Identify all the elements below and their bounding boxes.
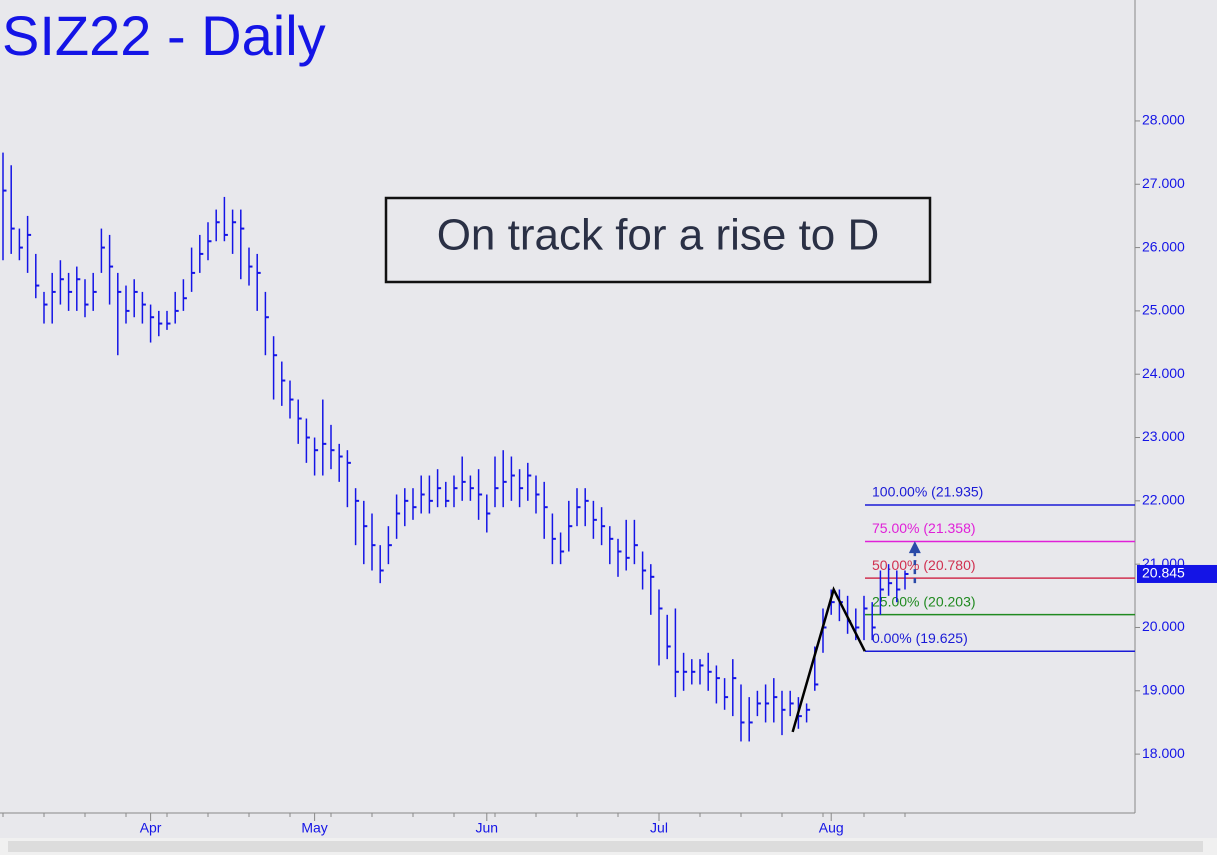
- fib-label: 75.00% (21.358): [872, 520, 976, 536]
- fib-label: 0.00% (19.625): [872, 630, 968, 646]
- annotation: On track for a rise to D: [437, 211, 880, 260]
- y-tick-label: 24.000: [1142, 365, 1185, 381]
- x-tick-label: Jun: [476, 820, 499, 836]
- fib-label: 100.00% (21.935): [872, 484, 983, 500]
- x-tick-label: Jul: [650, 820, 668, 836]
- y-tick-label: 20.000: [1142, 618, 1185, 634]
- y-tick-label: 22.000: [1142, 492, 1185, 508]
- x-tick-label: May: [301, 820, 327, 836]
- arrow-head: [908, 541, 921, 554]
- y-tick-label: 27.000: [1142, 175, 1185, 191]
- pattern-line: [791, 586, 866, 733]
- last-price-box: [1137, 564, 1217, 583]
- x-tick-label: Apr: [140, 820, 162, 836]
- x-tick-label: Aug: [819, 820, 844, 836]
- chart-title: SIZ22 - Daily: [2, 4, 326, 67]
- scrollbar-track: [8, 841, 1203, 852]
- y-tick-label: 28.000: [1142, 112, 1185, 128]
- last-price-label: 20.845: [1142, 565, 1185, 581]
- fib-label: 25.00% (20.203): [872, 593, 976, 609]
- y-tick-label: 25.000: [1142, 302, 1185, 318]
- fib-label: 50.00% (20.780): [872, 557, 976, 573]
- y-tick-label: 23.000: [1142, 428, 1185, 444]
- annotation-box: [384, 196, 932, 284]
- y-tick-label: 26.000: [1142, 238, 1185, 254]
- y-tick-label: 19.000: [1142, 681, 1185, 697]
- y-tick-label: 18.000: [1142, 745, 1185, 761]
